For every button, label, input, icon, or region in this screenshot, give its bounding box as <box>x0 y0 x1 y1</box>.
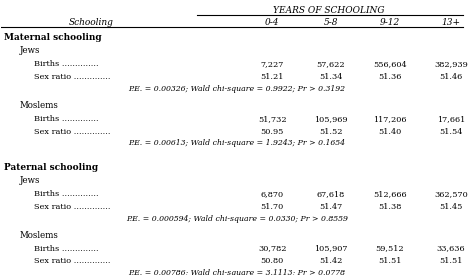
Text: 51.51: 51.51 <box>439 257 463 265</box>
Text: 51.54: 51.54 <box>439 128 463 136</box>
Text: 9-12: 9-12 <box>380 18 400 27</box>
Text: 51.70: 51.70 <box>261 203 284 211</box>
Text: P.E. = 0.00613; Wald chi-square = 1.9243; Pr > 0.1654: P.E. = 0.00613; Wald chi-square = 1.9243… <box>128 139 346 147</box>
Text: P.E. = 0.000594; Wald chi-square = 0.0330; Pr > 0.8559: P.E. = 0.000594; Wald chi-square = 0.033… <box>126 215 348 223</box>
Text: 105,969: 105,969 <box>314 115 348 123</box>
Text: 51.45: 51.45 <box>439 203 463 211</box>
Text: Sex ratio ..............: Sex ratio .............. <box>34 203 111 211</box>
Text: 51.36: 51.36 <box>378 73 401 81</box>
Text: 362,570: 362,570 <box>434 190 468 198</box>
Text: 50.95: 50.95 <box>260 128 284 136</box>
Text: 105,907: 105,907 <box>314 245 348 253</box>
Text: Moslems: Moslems <box>19 231 58 240</box>
Text: 6,870: 6,870 <box>261 190 284 198</box>
Text: P.E. = 0.00326; Wald chi-square = 0.9922; Pr > 0.3192: P.E. = 0.00326; Wald chi-square = 0.9922… <box>128 85 346 93</box>
Text: 7,227: 7,227 <box>260 60 284 68</box>
Text: 382,939: 382,939 <box>434 60 468 68</box>
Text: Paternal schooling: Paternal schooling <box>4 163 98 172</box>
Text: 51.51: 51.51 <box>378 257 401 265</box>
Text: 556,604: 556,604 <box>373 60 407 68</box>
Text: 0-4: 0-4 <box>265 18 279 27</box>
Text: 51,732: 51,732 <box>258 115 286 123</box>
Text: P.E. = 0.00786; Wald chi-square = 3.1113; Pr > 0.0778: P.E. = 0.00786; Wald chi-square = 3.1113… <box>128 269 346 275</box>
Text: 512,666: 512,666 <box>373 190 407 198</box>
Text: Births ..............: Births .............. <box>34 190 99 198</box>
Text: 51.52: 51.52 <box>319 128 343 136</box>
Text: 33,636: 33,636 <box>437 245 465 253</box>
Text: 51.46: 51.46 <box>439 73 463 81</box>
Text: Sex ratio ..............: Sex ratio .............. <box>34 257 111 265</box>
Text: Births ..............: Births .............. <box>34 60 99 68</box>
Text: 13+: 13+ <box>442 18 461 27</box>
Text: 67,618: 67,618 <box>317 190 345 198</box>
Text: Births ..............: Births .............. <box>34 115 99 123</box>
Text: 51.38: 51.38 <box>378 203 401 211</box>
Text: YEARS OF SCHOOLING: YEARS OF SCHOOLING <box>273 6 384 15</box>
Text: 59,512: 59,512 <box>375 245 404 253</box>
Text: Jews: Jews <box>19 176 40 185</box>
Text: Schooling: Schooling <box>68 18 113 27</box>
Text: 51.21: 51.21 <box>260 73 284 81</box>
Text: 51.34: 51.34 <box>319 73 343 81</box>
Text: 117,206: 117,206 <box>373 115 407 123</box>
Text: 50.80: 50.80 <box>261 257 284 265</box>
Text: 5-8: 5-8 <box>324 18 338 27</box>
Text: 30,782: 30,782 <box>258 245 286 253</box>
Text: 51.40: 51.40 <box>378 128 401 136</box>
Text: Jews: Jews <box>19 46 40 56</box>
Text: Sex ratio ..............: Sex ratio .............. <box>34 73 111 81</box>
Text: 51.47: 51.47 <box>319 203 343 211</box>
Text: Sex ratio ..............: Sex ratio .............. <box>34 128 111 136</box>
Text: Maternal schooling: Maternal schooling <box>4 33 101 42</box>
Text: 51.42: 51.42 <box>319 257 343 265</box>
Text: Births ..............: Births .............. <box>34 245 99 253</box>
Text: 17,661: 17,661 <box>437 115 465 123</box>
Text: 57,622: 57,622 <box>317 60 346 68</box>
Text: Moslems: Moslems <box>19 101 58 110</box>
